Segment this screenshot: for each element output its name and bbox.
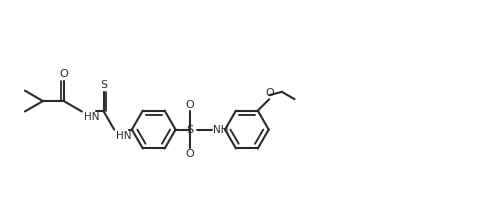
Text: O: O xyxy=(265,88,274,98)
Text: O: O xyxy=(186,100,195,110)
Text: O: O xyxy=(59,69,68,79)
Text: O: O xyxy=(186,149,195,159)
Text: HN: HN xyxy=(84,112,100,122)
Text: HN: HN xyxy=(116,131,131,141)
Text: NH: NH xyxy=(213,125,229,135)
Text: S: S xyxy=(187,125,194,135)
Text: S: S xyxy=(100,80,107,90)
